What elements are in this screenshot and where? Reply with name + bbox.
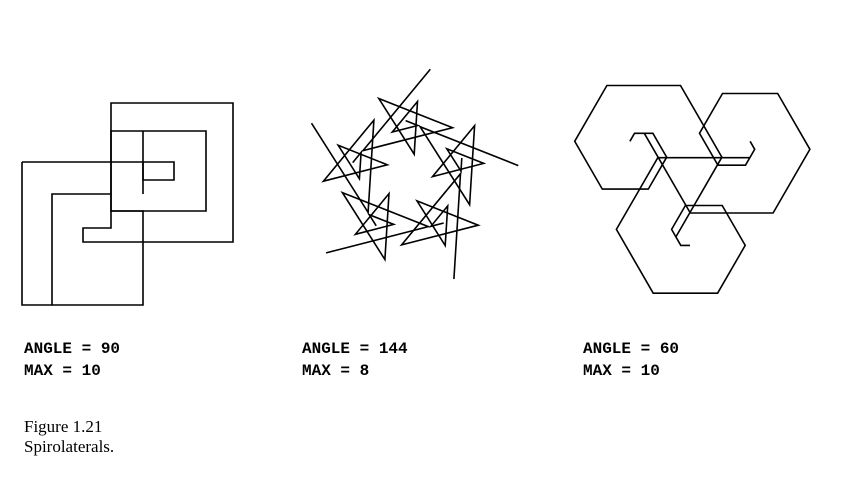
spirolateral-hexagon-icon [573,84,811,295]
figure-title: Spirolaterals. [24,437,115,456]
star-spiral-path [360,68,456,157]
max-label-2: MAX = 8 [302,362,370,380]
star-spiral-path [418,123,519,208]
figure-number: Figure 1.21 [24,417,103,436]
max-label-1: MAX = 10 [24,362,101,380]
hexagon-spiral-path [573,84,723,238]
angle-label-2: ANGLE = 144 [302,340,408,358]
spirolateral-square-icon [21,102,234,306]
star-spiral-path [399,171,481,280]
hexagon-spiral-path [643,92,811,214]
angle-label-1: ANGLE = 90 [24,340,121,358]
angle-label-3: ANGLE = 60 [583,340,680,358]
star-spiral-path [325,190,431,263]
hexagon-spiral-path [615,156,750,295]
star-spiral-path [310,117,390,215]
max-label-3: MAX = 10 [583,362,660,380]
spirolateral-star-icon [310,68,519,280]
